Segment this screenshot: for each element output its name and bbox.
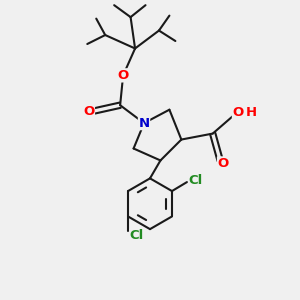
Text: O: O — [118, 69, 129, 82]
Text: O: O — [83, 105, 94, 118]
Text: Cl: Cl — [189, 174, 203, 187]
Text: O: O — [218, 157, 229, 170]
Text: N: N — [139, 117, 150, 130]
Text: O: O — [232, 106, 244, 119]
Text: H: H — [246, 106, 257, 119]
Text: Cl: Cl — [130, 230, 144, 242]
